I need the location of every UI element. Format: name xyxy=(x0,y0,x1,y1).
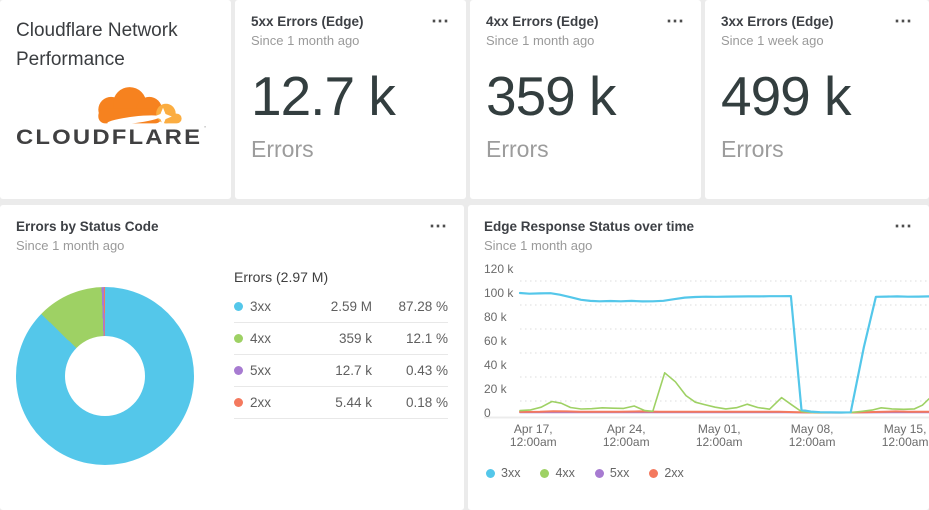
chart-legend: 3xx 4xx 5xx 2xx xyxy=(484,466,929,480)
svg-text:20 k: 20 k xyxy=(484,382,508,396)
stat-card-3xx: 3xx Errors (Edge) Since 1 week ago ⋯ 499… xyxy=(705,0,929,199)
series-percent: 12.1 % xyxy=(405,331,448,346)
donut-chart[interactable] xyxy=(16,287,194,465)
series-value: 5.44 k xyxy=(335,395,372,410)
svg-text:0: 0 xyxy=(484,406,491,420)
table-row: 3xx 2.59 M 87.28 % xyxy=(234,291,448,323)
stat-unit-label: Errors xyxy=(721,136,784,162)
series-color-dot xyxy=(234,302,243,311)
chart-card-title: Edge Response Status over time xyxy=(484,219,695,234)
stat-unit-label: Errors xyxy=(486,136,549,162)
donut-hole xyxy=(65,336,145,416)
more-options-icon[interactable]: ⋯ xyxy=(886,217,913,237)
stat-card-title: 4xx Errors (Edge) xyxy=(486,14,599,29)
legend-label: 3xx xyxy=(501,466,521,480)
series-value: 12.7 k xyxy=(335,363,372,378)
more-options-icon[interactable]: ⋯ xyxy=(658,12,685,32)
stat-unit-label: Errors xyxy=(251,136,314,162)
stat-value: 359 k xyxy=(486,65,617,127)
pie-legend-table: Errors (2.97 M) 3xx 2.59 M 87.28 % 4xx 3… xyxy=(234,261,448,465)
svg-text:40 k: 40 k xyxy=(484,358,508,372)
svg-text:100 k: 100 k xyxy=(484,286,514,300)
bottom-row: Errors by Status Code Since 1 month ago … xyxy=(0,205,929,510)
cloudflare-logo-image: CLOUDFLARE ’ xyxy=(16,87,206,149)
svg-text:Apr 24,12:00am: Apr 24, 12:00am xyxy=(603,422,650,449)
chart-card-subtitle: Since 1 month ago xyxy=(484,238,593,253)
pie-table-title: Errors (2.97 M) xyxy=(234,269,329,285)
series-value: 2.59 M xyxy=(330,299,372,314)
series-color-dot xyxy=(486,468,495,478)
svg-text:May 08,12:00am: May 08, 12:00am xyxy=(789,422,836,449)
legend-item-4xx[interactable]: 4xx xyxy=(540,466,575,480)
series-label: 5xx xyxy=(250,363,272,378)
table-row: 5xx 12.7 k 0.43 % xyxy=(234,355,448,387)
stat-card-subtitle: Since 1 month ago xyxy=(486,33,595,48)
legend-item-5xx[interactable]: 5xx xyxy=(594,466,630,480)
svg-text:80 k: 80 k xyxy=(484,310,508,324)
stat-card-4xx: 4xx Errors (Edge) Since 1 month ago ⋯ 35… xyxy=(470,0,701,199)
series-label: 4xx xyxy=(250,331,272,346)
series-percent: 0.18 % xyxy=(405,395,448,410)
svg-text:Apr 17,12:00am: Apr 17, 12:00am xyxy=(510,422,557,449)
svg-text:May 15,12:00am: May 15, 12:00am xyxy=(882,422,929,449)
cloudflare-wordmark: CLOUDFLARE xyxy=(16,124,202,149)
series-color-dot xyxy=(594,468,604,478)
series-color-dot xyxy=(234,366,243,375)
stat-value: 12.7 k xyxy=(251,65,396,127)
series-color-dot xyxy=(540,468,550,478)
cloudflare-cloud-icon xyxy=(98,87,182,126)
stat-value: 499 k xyxy=(721,65,852,127)
legend-label: 5xx xyxy=(609,466,630,480)
more-options-icon[interactable]: ⋯ xyxy=(423,12,450,32)
page-title: Cloudflare Network Performance xyxy=(16,20,178,71)
series-value: 359 k xyxy=(338,331,372,346)
legend-item-3xx[interactable]: 3xx xyxy=(486,466,520,480)
line-chart[interactable]: 0 20 k 40 k 60 k 80 k 100 k 120 k Apr 17, 12:00a… xyxy=(484,262,929,460)
errors-by-status-card: Errors by Status Code Since 1 month ago … xyxy=(0,205,464,510)
more-options-icon[interactable]: ⋯ xyxy=(421,217,448,237)
table-row: 4xx 359 k 12.1 % xyxy=(234,323,448,355)
series-percent: 0.43 % xyxy=(405,363,448,378)
legend-label: 4xx xyxy=(555,466,575,480)
pie-card-subtitle: Since 1 month ago xyxy=(16,238,125,253)
legend-item-2xx[interactable]: 2xx xyxy=(649,466,684,480)
stat-card-subtitle: Since 1 week ago xyxy=(721,33,824,48)
stat-card-subtitle: Since 1 month ago xyxy=(251,33,360,48)
stat-card-title: 5xx Errors (Edge) xyxy=(251,14,364,29)
svg-text:120 k: 120 k xyxy=(484,263,514,276)
pie-card-title: Errors by Status Code xyxy=(16,219,159,234)
top-row: Cloudflare Network Performance CLOUDFLAR… xyxy=(0,0,929,199)
series-percent: 87.28 % xyxy=(398,299,448,314)
svg-text:60 k: 60 k xyxy=(484,334,508,348)
series-color-dot xyxy=(649,468,659,478)
series-label: 3xx xyxy=(250,299,272,314)
legend-label: 2xx xyxy=(664,466,684,480)
donut-chart-area xyxy=(16,261,234,465)
series-label: 2xx xyxy=(250,395,272,410)
table-row: 2xx 5.44 k 0.18 % xyxy=(234,387,448,419)
series-color-dot xyxy=(234,398,243,407)
stat-card-title: 3xx Errors (Edge) xyxy=(721,14,834,29)
cloudflare-logo: CLOUDFLARE ’ xyxy=(16,87,215,154)
series-color-dot xyxy=(234,334,243,343)
cloudflare-trademark: ’ xyxy=(204,125,206,134)
edge-response-status-card: Edge Response Status over time Since 1 m… xyxy=(468,205,929,510)
stat-card-5xx: 5xx Errors (Edge) Since 1 month ago ⋯ 12… xyxy=(235,0,466,199)
svg-text:May 01,12:00am: May 01, 12:00am xyxy=(696,422,743,449)
dashboard-title-card: Cloudflare Network Performance CLOUDFLAR… xyxy=(0,0,231,199)
more-options-icon[interactable]: ⋯ xyxy=(886,12,913,32)
